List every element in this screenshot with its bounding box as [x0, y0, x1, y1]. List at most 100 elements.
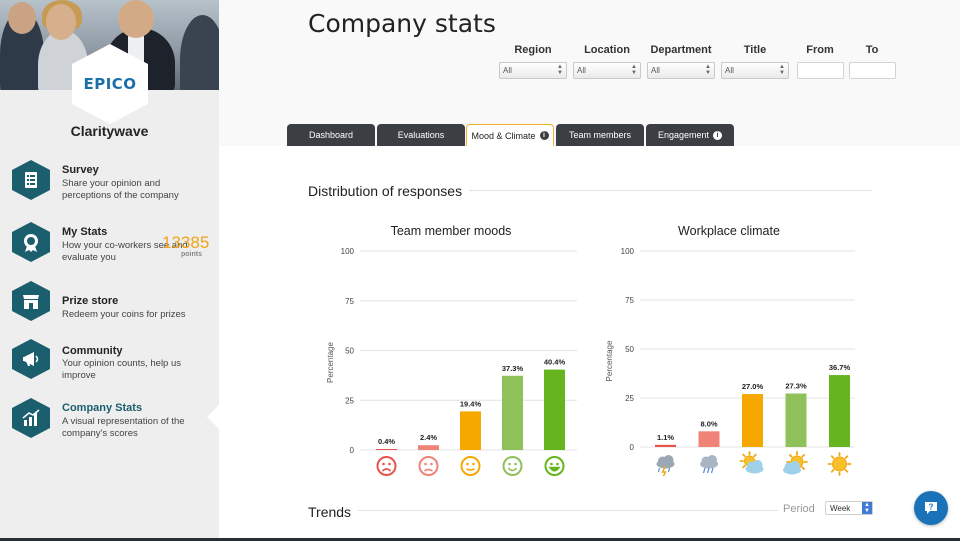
sidebar-item-community[interactable]: Community Your opinion counts, help us i…	[0, 339, 219, 395]
department-value: All	[651, 66, 660, 75]
badge-icon	[12, 222, 50, 262]
sidebar-item-title: Community	[62, 345, 123, 357]
tab-label: Evaluations	[397, 130, 445, 140]
y-axis-label: Percentage	[326, 341, 335, 382]
active-pointer	[207, 405, 219, 429]
partly-sunny-icon	[739, 451, 764, 474]
title-select[interactable]: All ▲ ▼	[721, 62, 789, 79]
data-label: 37.3%	[502, 364, 524, 373]
very-happy-face-icon	[544, 456, 565, 476]
brand-name: Claritywave	[70, 123, 149, 139]
data-label: 40.4%	[544, 358, 566, 367]
bar-neutral	[460, 411, 481, 450]
location-select[interactable]: All ▲ ▼	[573, 62, 641, 79]
sidebar-item-my-stats[interactable]: My Stats How your co-workers see and eva…	[0, 222, 219, 278]
y-tick-label: 50	[345, 347, 354, 356]
data-label: 1.1%	[657, 433, 674, 442]
y-tick-label: 0	[630, 443, 635, 452]
y-tick-label: 25	[345, 396, 354, 405]
hero-person-head	[46, 4, 76, 40]
period-select[interactable]: Week ▲ ▼	[825, 501, 873, 515]
data-label: 19.4%	[460, 399, 482, 408]
sidebar-item-title: Survey	[62, 164, 99, 176]
sunny-icon	[827, 452, 852, 476]
y-tick-label: 50	[625, 345, 634, 354]
title-value: All	[725, 66, 734, 75]
period-value: Week	[830, 504, 851, 513]
tab-label: Engagement	[657, 130, 710, 140]
chart-title: Workplace climate	[678, 224, 780, 238]
points-label: points	[181, 251, 202, 258]
tab-evaluations[interactable]: Evaluations	[377, 124, 465, 146]
sidebar-item-desc: Share your opinion and perceptions of th…	[62, 178, 179, 201]
department-select[interactable]: All ▲ ▼	[647, 62, 715, 79]
tab-engagement[interactable]: Engagement i	[646, 124, 734, 146]
header: Company stats Region All ▲ ▼ Location All…	[219, 0, 960, 146]
bar-very-happy	[544, 369, 565, 450]
sidebar-item-title: Company Stats	[62, 402, 143, 414]
location-label: Location	[584, 44, 630, 56]
info-icon[interactable]: i	[713, 130, 723, 140]
select-arrows-icon: ▲ ▼	[862, 502, 872, 514]
help-chat-button[interactable]: ?	[914, 491, 948, 525]
region-value: All	[503, 66, 512, 75]
title-label: Title	[743, 44, 767, 56]
select-arrows-icon: ▲ ▼	[705, 64, 711, 76]
from-label: From	[806, 44, 834, 56]
tab-team-members[interactable]: Team members	[556, 124, 644, 146]
from-date-input[interactable]	[797, 62, 844, 79]
select-arrows-icon: ▲ ▼	[631, 64, 637, 76]
data-label: 27.0%	[742, 382, 764, 391]
section-title: Distribution of responses	[308, 183, 463, 199]
sidebar-item-company-stats[interactable]: Company Stats A visual representation of…	[0, 398, 219, 454]
bottom-strip	[0, 538, 960, 541]
tab-dashboard[interactable]: Dashboard	[287, 124, 375, 146]
y-tick-label: 75	[345, 297, 354, 306]
to-label: To	[865, 44, 879, 56]
data-label: 36.7%	[829, 363, 851, 372]
rain-icon	[700, 455, 718, 474]
y-tick-label: 100	[341, 247, 355, 256]
hero-person-head	[118, 0, 154, 38]
hero-person-head	[8, 2, 36, 34]
select-arrows-icon: ▲ ▼	[557, 64, 563, 76]
data-label: 8.0%	[700, 419, 717, 428]
sidebar: EPICO Claritywave Survey Share your opin…	[0, 0, 219, 541]
sidebar-item-title: My Stats	[62, 226, 108, 238]
to-date-input[interactable]	[849, 62, 896, 79]
location-value: All	[577, 66, 586, 75]
y-tick-label: 0	[350, 446, 355, 455]
divider	[469, 190, 872, 191]
tab-label: Mood & Climate	[471, 130, 536, 141]
very-sad-face-icon	[376, 456, 397, 476]
region-label: Region	[514, 44, 552, 56]
y-axis-label: Percentage	[605, 340, 614, 381]
region-select[interactable]: All ▲ ▼	[499, 62, 567, 79]
sidebar-item-desc: Your opinion counts, help us improve	[62, 358, 182, 381]
bar-partly-sunny	[742, 394, 763, 447]
department-label: Department	[650, 44, 712, 56]
select-arrows-icon: ▲ ▼	[779, 64, 785, 76]
svg-text:?: ?	[929, 503, 934, 512]
bar-rain	[698, 431, 720, 447]
sad-face-icon	[418, 456, 439, 476]
data-label: 27.3%	[785, 381, 807, 390]
sidebar-item-title: Prize store	[62, 295, 119, 307]
bar-very-sad	[376, 449, 397, 450]
hero-person	[180, 15, 219, 90]
sidebar-item-prize-store[interactable]: Prize store Redeem your coins for prizes	[0, 281, 219, 337]
sidebar-item-desc: Redeem your coins for prizes	[62, 309, 186, 320]
help-chat-icon: ?	[925, 502, 937, 514]
neutral-face-icon	[460, 456, 481, 476]
tab-label: Dashboard	[308, 130, 354, 140]
divider	[358, 510, 778, 511]
sidebar-item-survey[interactable]: Survey Share your opinion and perception…	[0, 160, 219, 216]
data-label: 0.4%	[378, 437, 395, 446]
info-icon[interactable]: i	[539, 131, 549, 140]
storm-icon	[656, 455, 675, 477]
mostly-sunny-icon	[783, 451, 808, 475]
trends-title: Trends	[308, 504, 352, 520]
bar-sad	[418, 445, 439, 450]
tab-mood-climate[interactable]: Mood & Climate i	[466, 124, 554, 146]
